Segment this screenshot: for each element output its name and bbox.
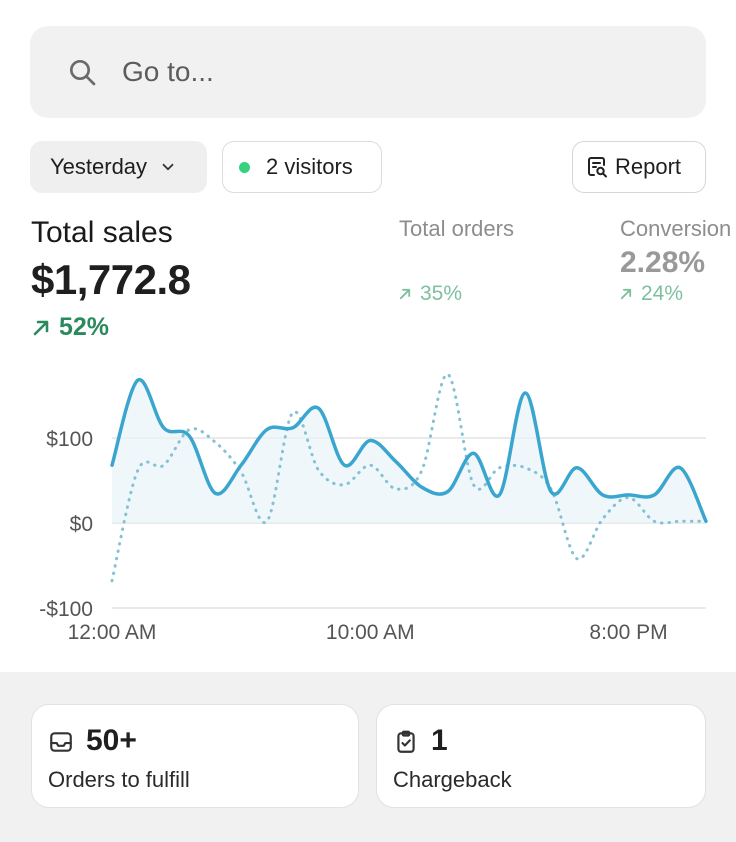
arrow-up-right-icon bbox=[399, 288, 411, 300]
search-bar[interactable] bbox=[30, 26, 706, 118]
conversion-value: 2.28% bbox=[620, 246, 706, 279]
x-axis-tick-label: 8:00 PM bbox=[589, 621, 667, 644]
chargeback-card[interactable]: 1 Chargeback bbox=[376, 704, 706, 808]
clipboard-check-icon bbox=[397, 730, 415, 753]
total-sales-change: 52% bbox=[31, 313, 109, 342]
search-icon bbox=[70, 60, 96, 86]
total-orders-change-value: 35% bbox=[420, 282, 463, 305]
report-button[interactable]: Report bbox=[572, 141, 706, 193]
orders-to-fulfill-count: 50+ bbox=[86, 724, 137, 757]
arrow-up-right-icon bbox=[620, 288, 632, 300]
visitors-label: 2 visitors bbox=[266, 154, 353, 179]
date-range-dropdown[interactable]: Yesterday bbox=[30, 141, 207, 193]
chevron-down-icon bbox=[162, 163, 174, 171]
search-input[interactable] bbox=[122, 56, 622, 88]
date-range-label: Yesterday bbox=[50, 154, 148, 179]
y-axis-tick-label: -$100 bbox=[39, 598, 93, 621]
report-icon bbox=[588, 157, 607, 178]
comparison-series-line bbox=[110, 372, 708, 583]
primary-series-line bbox=[110, 378, 708, 524]
live-visitors-button[interactable]: 2 visitors bbox=[222, 141, 382, 193]
total-sales-label: Total sales bbox=[31, 216, 173, 249]
y-axis-tick-label: $0 bbox=[70, 513, 93, 536]
total-orders-change: 35% bbox=[398, 282, 462, 306]
conversion-change-value: 24% bbox=[641, 282, 684, 305]
chargeback-label: Chargeback bbox=[393, 767, 512, 792]
x-axis-tick-label: 12:00 AM bbox=[68, 621, 157, 644]
report-label: Report bbox=[615, 154, 682, 179]
y-axis-tick-label: $100 bbox=[46, 428, 93, 451]
arrow-up-right-icon bbox=[33, 320, 49, 335]
orders-to-fulfill-label: Orders to fulfill bbox=[48, 767, 190, 792]
total-orders-label: Total orders bbox=[399, 216, 514, 241]
x-axis-tick-label: 10:00 AM bbox=[326, 621, 415, 644]
conversion-change: 24% bbox=[619, 282, 683, 306]
inbox-icon bbox=[50, 732, 72, 752]
total-sales-change-value: 52% bbox=[59, 313, 110, 341]
orders-to-fulfill-card[interactable]: 50+ Orders to fulfill bbox=[31, 704, 359, 808]
conversion-label: Conversion bbox=[620, 216, 732, 241]
live-status-dot bbox=[239, 161, 250, 173]
total-sales-value: $1,772.8 bbox=[31, 256, 191, 303]
series-area bbox=[112, 379, 706, 523]
chargeback-count: 1 bbox=[431, 724, 448, 757]
